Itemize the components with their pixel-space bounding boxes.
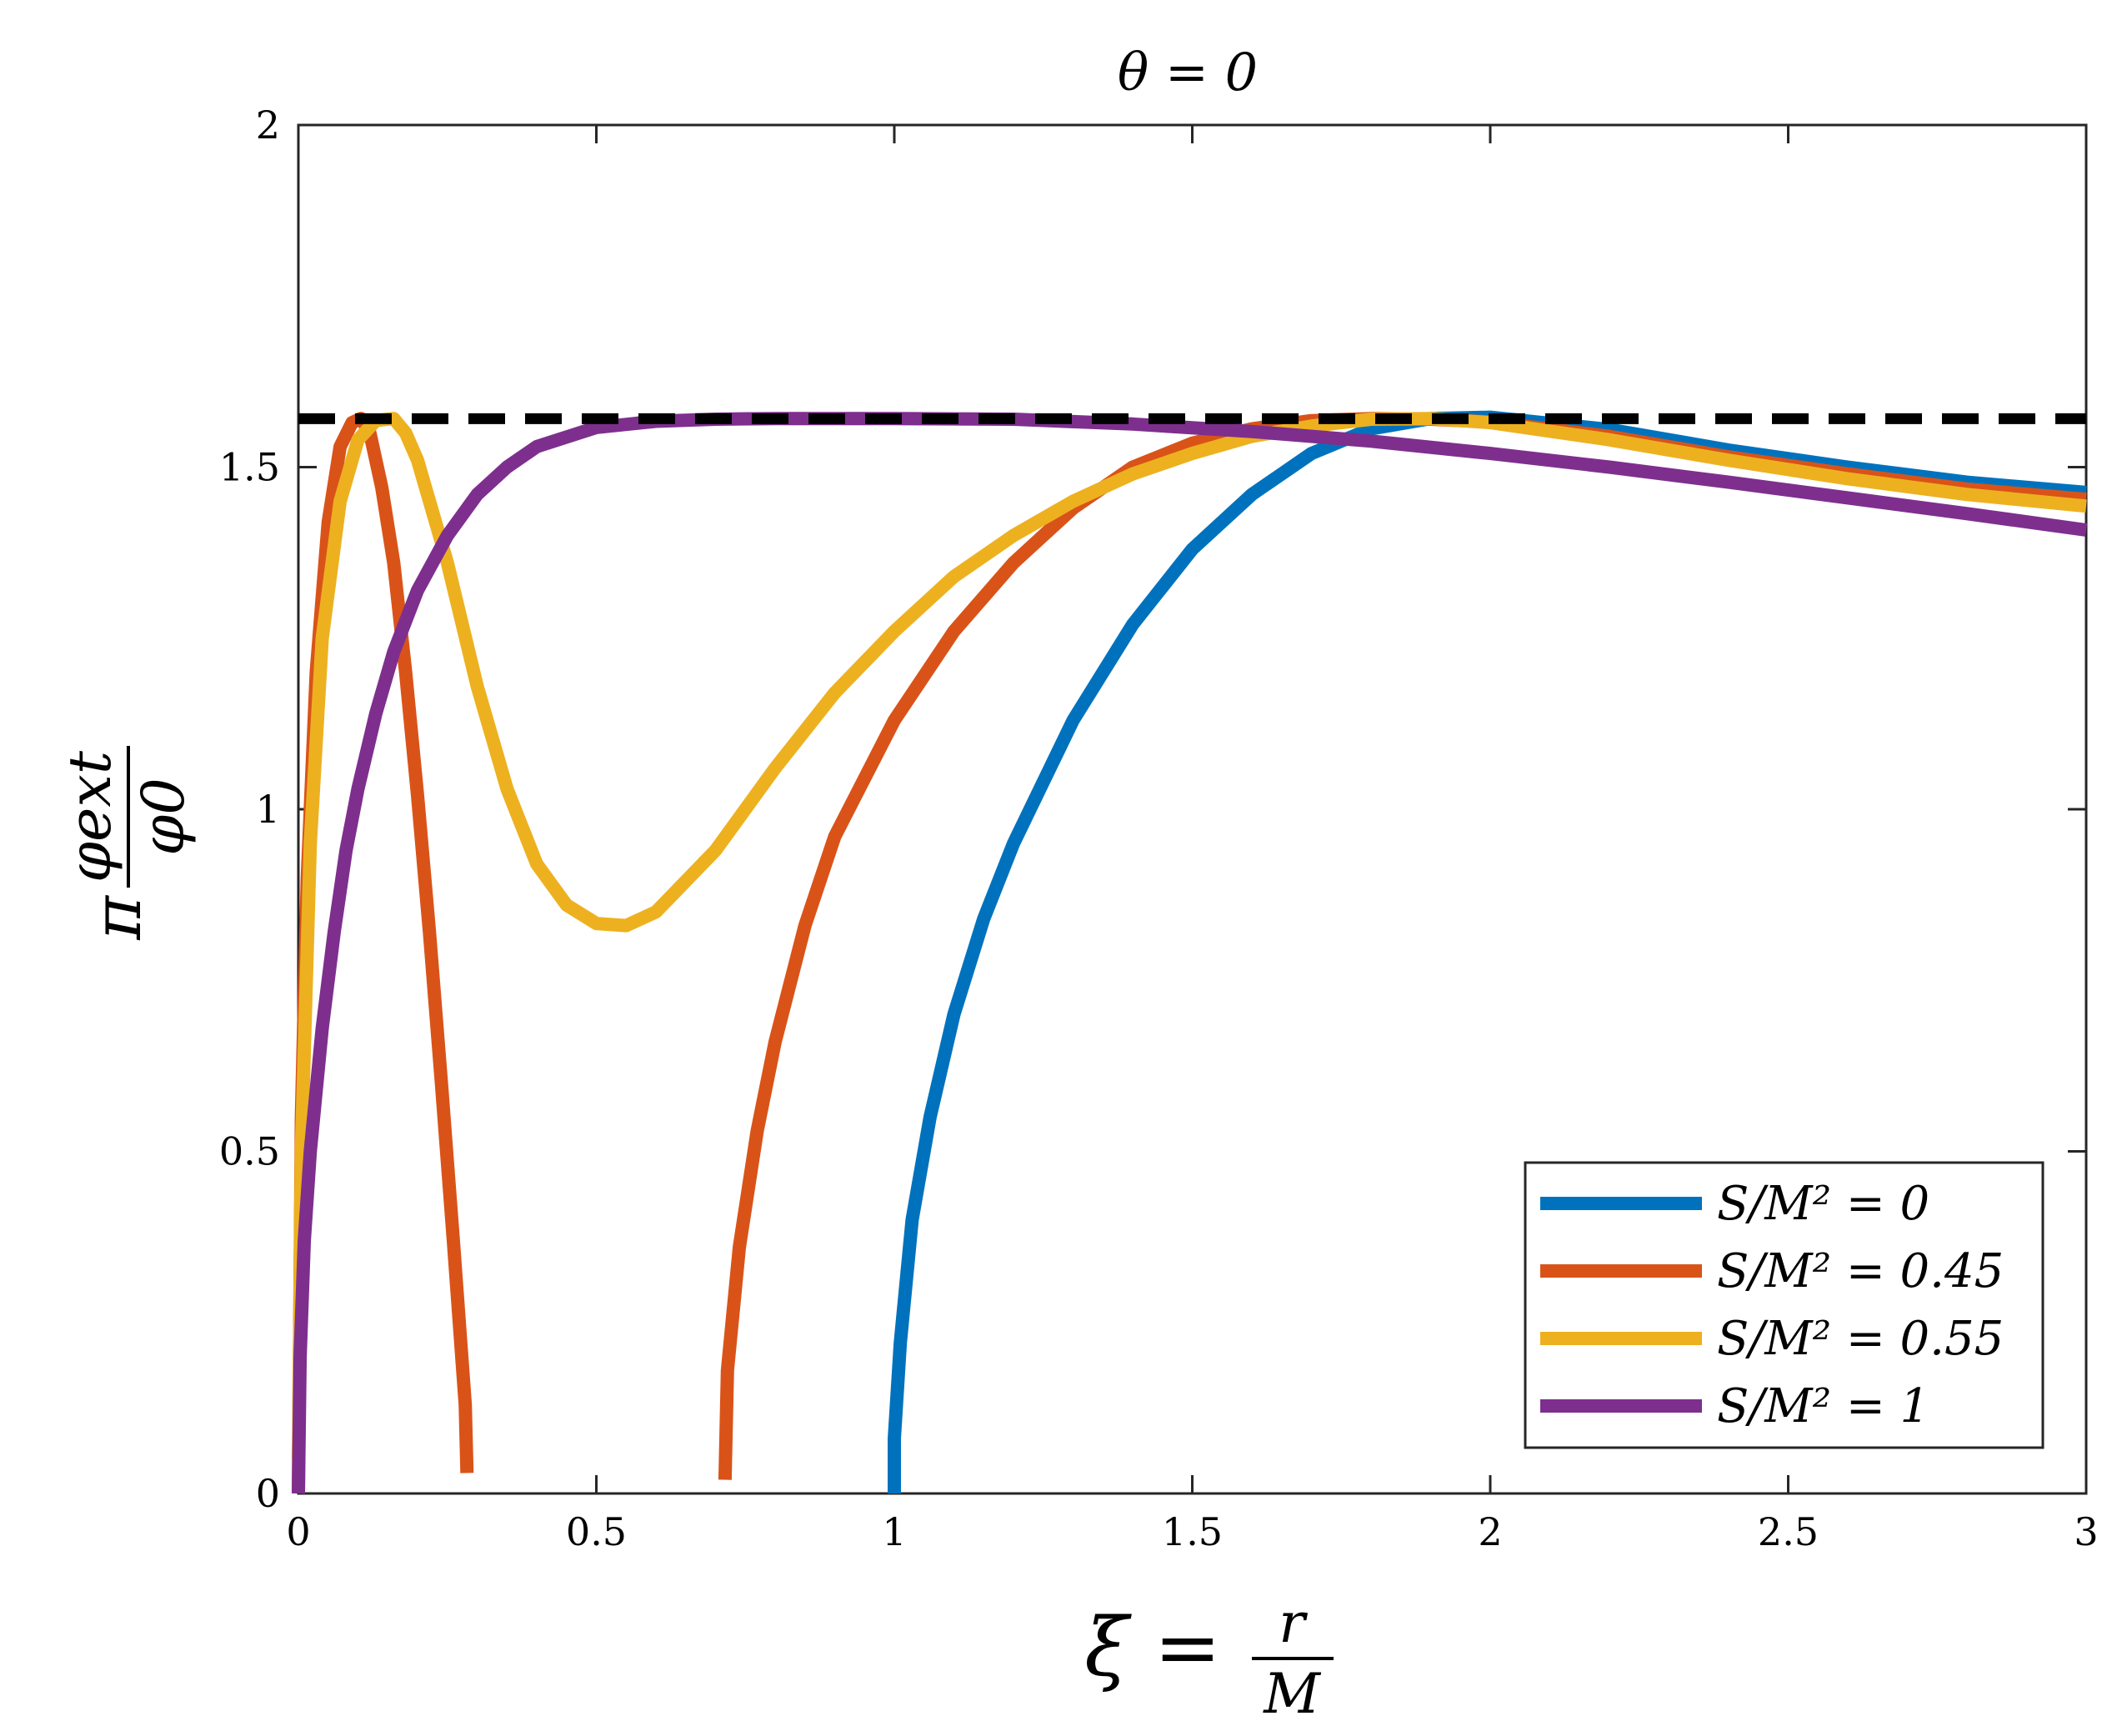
y-axis-label: π φext φ0 xyxy=(56,746,198,941)
x-tick-label: 2 xyxy=(1478,1509,1502,1554)
x-tick-label: 0.5 xyxy=(566,1509,627,1554)
x-tick-label: 2.5 xyxy=(1758,1509,1819,1554)
x-tick-label: 3 xyxy=(2074,1509,2098,1554)
y-axis-label-lhs: π xyxy=(78,895,156,941)
series-line-3 xyxy=(292,412,2088,1494)
x-axis-label-lhs: ξ = xyxy=(1084,1601,1221,1694)
y-tick-label: 1 xyxy=(256,787,280,832)
y-tick-label: 1.5 xyxy=(219,445,280,490)
x-tick-label: 0 xyxy=(286,1509,310,1554)
x-axis-label-denominator: M xyxy=(1263,1662,1321,1726)
y-tick-label: 0 xyxy=(256,1471,280,1516)
series-line-0 xyxy=(888,410,2087,1493)
y-tick-label: 0.5 xyxy=(219,1129,280,1174)
x-tick-labels: 0 0.5 1 1.5 2 2.5 3 xyxy=(286,1509,2098,1554)
x-tick-label: 1 xyxy=(882,1509,906,1554)
legend-label: S/M² = 1 xyxy=(1717,1379,1929,1433)
legend-label: S/M² = 0.45 xyxy=(1717,1244,2004,1298)
y-tick-label: 2 xyxy=(256,103,280,148)
legend-label: S/M² = 0 xyxy=(1717,1177,1929,1231)
y-axis-label-denominator: φ0 xyxy=(129,778,198,856)
x-axis-label-numerator: r xyxy=(1279,1591,1308,1655)
legend: S/M² = 0 S/M² = 0.45 S/M² = 0.55 S/M² = 1 xyxy=(1524,1161,2044,1449)
x-axis-label: ξ = r M xyxy=(1084,1591,1334,1726)
y-axis-label-numerator: φext xyxy=(56,750,124,883)
y-tick-labels: 0 0.5 1 1.5 2 xyxy=(219,103,280,1516)
chart-title: θ = 0 xyxy=(1118,42,1258,103)
legend-entries: S/M² = 0 S/M² = 0.45 S/M² = 0.55 S/M² = 1 xyxy=(1540,1177,2004,1433)
legend-label: S/M² = 0.55 xyxy=(1717,1312,2004,1366)
x-tick-label: 1.5 xyxy=(1162,1509,1223,1554)
